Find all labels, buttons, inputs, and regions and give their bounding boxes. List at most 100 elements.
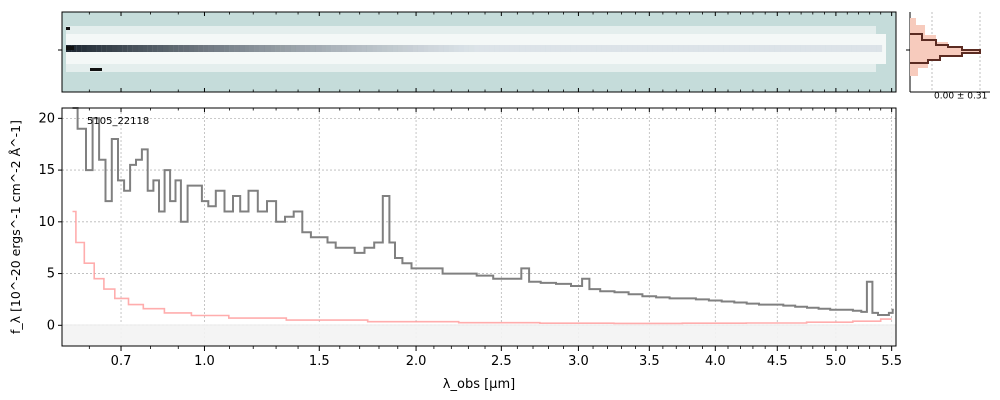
y-tick-label: 0: [47, 318, 55, 333]
trace-pixel: [479, 45, 485, 52]
trace-pixel: [254, 45, 260, 52]
trace-pixel: [555, 45, 561, 52]
trace-pixel: [315, 45, 322, 52]
trace-pixel: [759, 45, 765, 52]
trace-pixel: [157, 45, 163, 52]
trace-pixel: [208, 45, 214, 52]
y-tick-label: 20: [38, 111, 55, 126]
trace-pixel: [249, 45, 255, 52]
trace-pixel: [576, 45, 582, 52]
trace-pixel: [494, 45, 500, 52]
trace-pixel: [698, 45, 704, 52]
trace-pixel: [162, 45, 169, 52]
x-tick-label: 1.0: [194, 354, 215, 369]
trace-noise-pixel: [90, 68, 102, 71]
2d-panel-ticks: [88, 12, 893, 92]
trace-pixel: [290, 45, 296, 52]
trace-pixel: [198, 45, 204, 52]
trace-pixel: [693, 45, 699, 52]
trace-pixel: [657, 45, 663, 52]
y-tick-label: 10: [38, 215, 55, 230]
trace-pixel: [137, 45, 143, 52]
trace-pixel: [820, 45, 826, 52]
trace-pixel: [193, 45, 199, 52]
trace-pixel: [754, 45, 760, 52]
trace-pixel: [387, 45, 393, 52]
histogram-line: [910, 33, 981, 64]
trace-pixel: [178, 45, 184, 52]
trace-pixel: [285, 45, 291, 52]
trace-pixel: [846, 45, 852, 52]
trace-pixel: [300, 45, 306, 52]
trace-pixel: [270, 45, 276, 52]
spectrum-2d-panel: [58, 11, 897, 93]
trace-pixel: [560, 45, 566, 52]
trace-pixel: [591, 45, 597, 52]
trace-pixel: [519, 45, 526, 52]
trace-pixel: [596, 45, 602, 52]
trace-pixel: [458, 45, 464, 52]
trace-pixel: [86, 45, 92, 52]
trace-pixel: [127, 45, 133, 52]
trace-pixel: [224, 45, 230, 52]
x-tick-label: 2.0: [406, 354, 427, 369]
trace-pixel: [280, 45, 286, 52]
x-tick-label: 1.5: [309, 354, 330, 369]
trace-pixel: [433, 45, 439, 52]
trace-pixel: [474, 45, 480, 52]
trace-pixel: [351, 45, 357, 52]
trace-pixel: [621, 45, 628, 52]
trace-pixel: [417, 45, 424, 52]
trace-pixel: [810, 45, 816, 52]
series-group: [72, 107, 894, 325]
trace-pixel: [111, 45, 118, 52]
trace-pixel: [637, 45, 643, 52]
trace-pixel: [264, 45, 271, 52]
trace-pixel: [203, 45, 209, 52]
histogram-annotation: 0.00 ± 0.31: [934, 92, 987, 102]
trace-pixel: [836, 45, 842, 52]
trace-pixel: [407, 45, 413, 52]
trace-pixel: [647, 45, 653, 52]
trace-pixel: [678, 45, 684, 52]
trace-pixel: [76, 45, 82, 52]
trace-pixel: [642, 45, 648, 52]
trace-pixel: [627, 45, 633, 52]
trace-pixel: [581, 45, 587, 52]
trace-pixel: [96, 45, 102, 52]
trace-pixel: [530, 45, 536, 52]
trace-pixel: [606, 45, 612, 52]
trace-pixel: [489, 45, 495, 52]
trace-pixel: [310, 45, 316, 52]
y-axis-label: f_λ [10^-20 ergs^-1 cm^-2 Å^-1]: [8, 120, 23, 334]
x-tick-label: 3.0: [568, 354, 589, 369]
trace-pixel: [769, 45, 775, 52]
trace-pixel: [152, 45, 158, 52]
trace-pixel: [744, 45, 750, 52]
trace-pixel: [346, 45, 352, 52]
trace-pixel: [805, 45, 811, 52]
object-label: 5105_22118: [87, 116, 149, 127]
trace-pixel: [438, 45, 444, 52]
spectrum-1d-panel: 0 5 10 15 20 0.7 1.0 1.5 2.0 2.5 3.0 3.5 4.0 4.5 5.0 5.…: [8, 107, 902, 392]
trace-pixel: [372, 45, 378, 52]
trace-pixel: [397, 45, 403, 52]
trace-pixel: [790, 45, 796, 52]
trace-pixel: [132, 45, 138, 52]
trace-pixel: [259, 45, 265, 52]
trace-pixel: [453, 45, 459, 52]
trace-pixel: [234, 45, 240, 52]
x-tick-label: 5.5: [881, 354, 902, 369]
trace-pixel: [667, 45, 673, 52]
trace-pixel: [392, 45, 398, 52]
trace-pixel: [468, 45, 475, 52]
trace-pixel: [866, 45, 872, 52]
trace-pixel: [831, 45, 837, 52]
trace-pixel: [601, 45, 607, 52]
trace-pixel: [540, 45, 546, 52]
trace-pixel: [244, 45, 250, 52]
trace-noise-pixel: [66, 27, 70, 30]
trace-pixel: [219, 45, 225, 52]
trace-pixel: [718, 45, 724, 52]
x-tick-label: 0.7: [111, 354, 132, 369]
